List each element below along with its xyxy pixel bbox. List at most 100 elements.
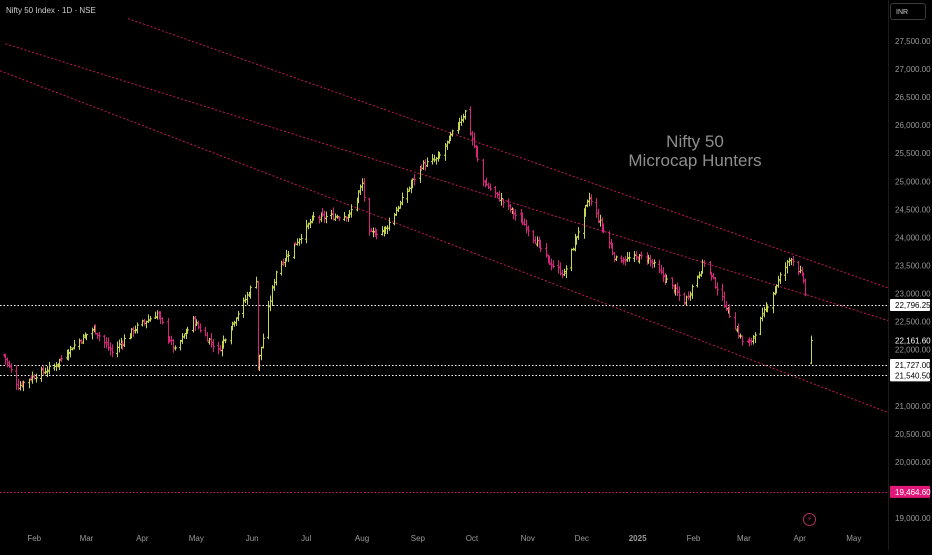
ohlc-bar (305, 219, 308, 244)
ohlc-bar (80, 339, 83, 345)
ohlc-bar (772, 291, 775, 314)
ohlc-bar (424, 159, 427, 171)
x-tick-label: Feb (27, 534, 41, 543)
ohlc-bar (15, 365, 18, 391)
ohlc-bar (638, 253, 641, 264)
ohlc-bar (482, 158, 485, 187)
ohlc-bar (181, 333, 184, 345)
ohlc-bar (336, 214, 339, 219)
ohlc-bar (42, 365, 45, 376)
watermark-line-1: Nifty 50 (666, 132, 724, 151)
ohlc-bar (46, 366, 49, 378)
ohlc-bar (186, 326, 189, 334)
ohlc-bar (608, 231, 611, 249)
ohlc-bar (766, 304, 769, 313)
ohlc-bar (714, 277, 717, 289)
ohlc-bar (130, 328, 133, 339)
ohlc-bar (737, 323, 740, 339)
x-tick-label: May (189, 534, 204, 543)
ohlc-bar (438, 151, 441, 159)
ohlc-bar (116, 341, 119, 358)
ohlc-bar (161, 317, 164, 325)
ohlc-bar (397, 205, 400, 212)
ohlc-bar (208, 337, 211, 345)
ohlc-bar (595, 198, 598, 218)
x-tick-label: Aug (355, 534, 369, 543)
ohlc-bar (323, 210, 326, 223)
ohlc-bar (71, 347, 74, 351)
ohlc-bar (709, 261, 712, 275)
ohlc-bar (777, 275, 780, 288)
price-axis[interactable]: 19,000.0019,500.0020,000.0020,500.0021,0… (890, 37, 931, 523)
watermark-line-2: Microcap Hunters (628, 151, 762, 170)
ohlc-bar (444, 143, 447, 161)
ohlc-bar (105, 337, 108, 349)
ohlc-bar (590, 194, 593, 206)
ohlc-bar (754, 332, 757, 343)
x-tick-label: May (846, 534, 861, 543)
y-tick-label: 21,000.00 (895, 402, 931, 411)
ohlc-bar (512, 208, 515, 220)
y-tick-label: 24,000.00 (895, 233, 931, 242)
lightning-icon[interactable]: ⚡︎ (803, 513, 816, 526)
ohlc-bar (411, 178, 414, 189)
ohlc-bar (471, 131, 474, 146)
ohlc-bar (210, 332, 213, 348)
ohlc-bar (792, 255, 795, 267)
ohlc-bar (60, 354, 63, 363)
ohlc-bar (802, 272, 805, 284)
price-axis-separator (888, 0, 889, 550)
ohlc-bar (103, 334, 106, 349)
ohlc-bar (338, 215, 341, 222)
trendlines-layer (0, 18, 889, 413)
ohlc-bar (399, 200, 402, 209)
ohlc-bar (406, 187, 409, 203)
ohlc-bar (149, 315, 152, 322)
ohlc-bar (748, 337, 751, 347)
ohlc-bar (741, 335, 744, 346)
ohlc-bar (300, 234, 303, 244)
ohlc-bar (521, 212, 524, 226)
x-tick-label: Oct (466, 534, 479, 543)
ohlc-bar (285, 249, 288, 262)
ohlc-bar (242, 297, 245, 319)
ohlc-bar (321, 208, 324, 217)
price-level-label: 21,727.00 (895, 361, 931, 370)
ohlc-bar (797, 260, 800, 276)
ohlc-bar (28, 378, 31, 389)
ohlc-bar (723, 291, 726, 309)
ohlc-bar (572, 247, 575, 251)
ohlc-bar (134, 325, 137, 334)
ohlc-bar (759, 316, 762, 336)
ohlc-bar (244, 294, 247, 304)
ohlc-bar (393, 212, 396, 226)
ohlc-bar (343, 212, 346, 222)
ohlc-bar (662, 267, 665, 283)
ohlc-bar (810, 335, 813, 365)
currency-selector[interactable]: INR (890, 3, 926, 20)
y-tick-label: 22,500.00 (895, 318, 931, 327)
watermark-text: Nifty 50 Microcap Hunters (620, 132, 770, 170)
symbol-title[interactable]: Nifty 50 Index · 1D · NSE (6, 6, 96, 15)
price-level-label: 21,540.50 (895, 371, 931, 380)
ohlc-bar (476, 145, 479, 162)
ohlc-bar (287, 250, 290, 262)
ohlc-bar (55, 361, 58, 372)
ohlc-bar (325, 211, 328, 224)
ohlc-bar (375, 229, 378, 240)
ohlc-bar (784, 262, 787, 281)
trendline-channel-mid (5, 43, 889, 321)
ohlc-bar (307, 222, 310, 230)
trendline-channel-bottom (0, 70, 889, 413)
ohlc-bar (132, 326, 135, 337)
y-tick-label: 25,500.00 (895, 149, 931, 158)
price-level-label-bg (890, 358, 930, 371)
ohlc-bar (413, 174, 416, 186)
x-tick-label: Nov (521, 534, 535, 543)
ohlc-bar (653, 259, 656, 268)
ohlc-bar (269, 295, 272, 312)
ohlc-bar (678, 286, 681, 301)
time-axis[interactable]: Feb Mar Apr May Jun Jul Aug Sep Oct Nov Dec 2025 Feb… (27, 534, 861, 543)
